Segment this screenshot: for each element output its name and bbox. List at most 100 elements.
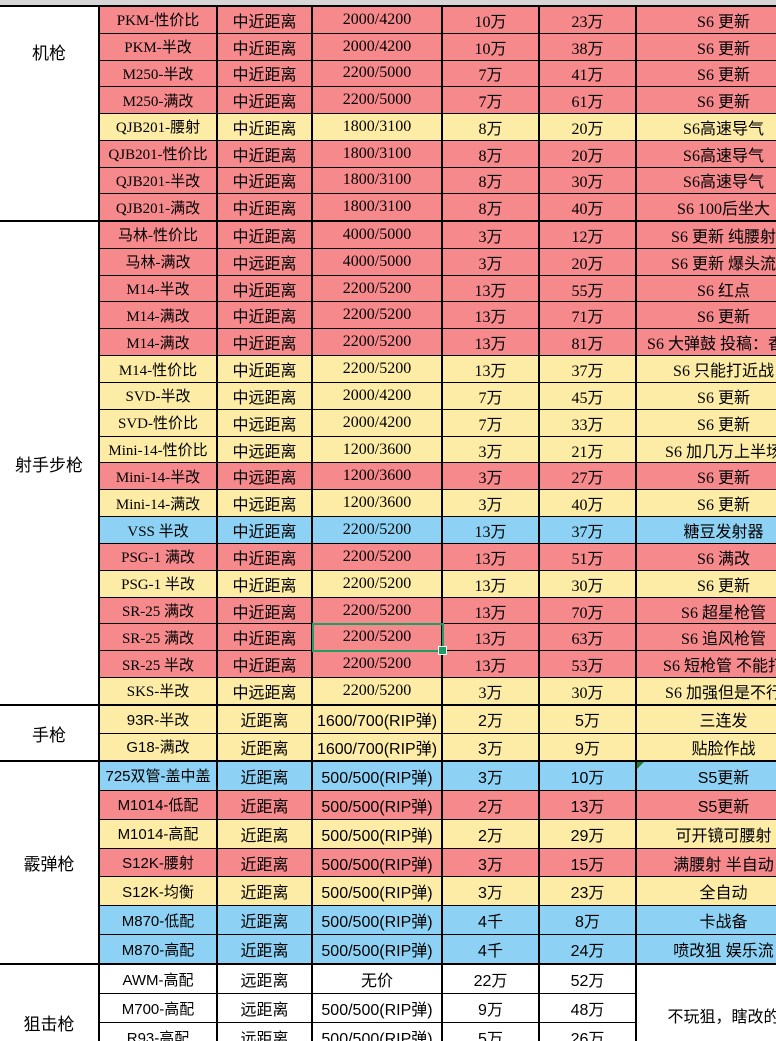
cell-weapon-name[interactable]: M14-满改 xyxy=(100,302,218,329)
cell-weapon-name[interactable]: SR-25 满改 xyxy=(100,597,218,624)
cell-note[interactable]: S6 更新 xyxy=(637,382,776,409)
cell-magazine-capacity[interactable]: 2000/4200 xyxy=(313,33,443,60)
cell-note[interactable]: S6 更新 xyxy=(637,302,776,329)
cell-buy-price[interactable]: 10万 xyxy=(443,7,540,33)
cell-total-price[interactable]: 23万 xyxy=(540,7,637,33)
cell-buy-price[interactable]: 13万 xyxy=(443,570,540,597)
cell-buy-price[interactable]: 9万 xyxy=(443,994,540,1022)
cell-buy-price[interactable]: 13万 xyxy=(443,651,540,678)
cell-buy-price[interactable]: 2万 xyxy=(443,819,540,848)
cell-range[interactable]: 中近距离 xyxy=(218,140,313,167)
cell-buy-price[interactable]: 13万 xyxy=(443,517,540,543)
cell-buy-price[interactable]: 3万 xyxy=(443,463,540,490)
cell-buy-price[interactable]: 3万 xyxy=(443,762,540,790)
category-cell[interactable]: 霰弹枪 xyxy=(0,762,100,963)
cell-total-price[interactable]: 37万 xyxy=(540,356,637,382)
cell-weapon-name[interactable]: QJB201-腰射 xyxy=(100,114,218,140)
cell-weapon-name[interactable]: M14-半改 xyxy=(100,275,218,302)
cell-magazine-capacity[interactable]: 2200/5200 xyxy=(313,302,443,329)
cell-note[interactable]: S6高速导气 xyxy=(637,140,776,167)
cell-buy-price[interactable]: 3万 xyxy=(443,222,540,248)
cell-range[interactable]: 中近距离 xyxy=(218,517,313,543)
cell-note[interactable]: S6 更新 xyxy=(637,33,776,60)
cell-weapon-name[interactable]: VSS 半改 xyxy=(100,517,218,543)
cell-range[interactable]: 中远距离 xyxy=(218,248,313,275)
cell-range[interactable]: 中近距离 xyxy=(218,194,313,220)
cell-range[interactable]: 中近距离 xyxy=(218,624,313,651)
cell-note[interactable]: S6 短枪管 不能打 xyxy=(637,651,776,678)
cell-total-price[interactable]: 55万 xyxy=(540,275,637,302)
cell-note[interactable]: 三连发 xyxy=(637,706,776,733)
cell-magazine-capacity[interactable]: 2200/5000 xyxy=(313,60,443,87)
cell-weapon-name[interactable]: PKM-性价比 xyxy=(100,7,218,33)
cell-magazine-capacity[interactable]: 500/500(RIP弹) xyxy=(313,762,443,790)
cell-note[interactable]: S6 追风枪管 xyxy=(637,624,776,651)
cell-magazine-capacity[interactable]: 500/500(RIP弹) xyxy=(313,994,443,1022)
cell-weapon-name[interactable]: PSG-1 满改 xyxy=(100,543,218,570)
cell-magazine-capacity[interactable]: 500/500(RIP弹) xyxy=(313,848,443,877)
cell-total-price[interactable]: 13万 xyxy=(540,790,637,819)
cell-note[interactable]: S6 加强但是不行 xyxy=(637,678,776,704)
cell-note[interactable]: S6 加几万上半场 xyxy=(637,436,776,463)
cell-total-price[interactable]: 40万 xyxy=(540,194,637,220)
cell-weapon-name[interactable]: M250-半改 xyxy=(100,60,218,87)
cell-buy-price[interactable]: 7万 xyxy=(443,87,540,113)
cell-weapon-name[interactable]: SVD-性价比 xyxy=(100,409,218,436)
cell-range[interactable]: 中远距离 xyxy=(218,409,313,436)
cell-total-price[interactable]: 81万 xyxy=(540,329,637,356)
cell-weapon-name[interactable]: QJB201-满改 xyxy=(100,194,218,220)
cell-total-price[interactable]: 41万 xyxy=(540,60,637,87)
cell-buy-price[interactable]: 8万 xyxy=(443,114,540,140)
cell-buy-price[interactable]: 2万 xyxy=(443,706,540,733)
cell-weapon-name[interactable]: QJB201-半改 xyxy=(100,167,218,194)
cell-weapon-name[interactable]: SKS-半改 xyxy=(100,678,218,704)
cell-note[interactable]: S5更新 xyxy=(637,762,776,790)
cell-weapon-name[interactable]: R93-高配 xyxy=(100,1023,218,1041)
cell-total-price[interactable]: 53万 xyxy=(540,651,637,678)
cell-total-price[interactable]: 20万 xyxy=(540,114,637,140)
cell-buy-price[interactable]: 13万 xyxy=(443,329,540,356)
cell-note[interactable]: S6 更新 xyxy=(637,463,776,490)
cell-weapon-name[interactable]: 93R-半改 xyxy=(100,706,218,733)
cell-note[interactable]: S6 大弹鼓 投稿：香蕉 xyxy=(637,329,776,356)
cell-buy-price[interactable]: 13万 xyxy=(443,275,540,302)
cell-weapon-name[interactable]: M1014-低配 xyxy=(100,790,218,819)
cell-weapon-name[interactable]: M14-满改 xyxy=(100,329,218,356)
cell-buy-price[interactable]: 3万 xyxy=(443,490,540,517)
cell-buy-price[interactable]: 13万 xyxy=(443,543,540,570)
cell-weapon-name[interactable]: 马林-满改 xyxy=(100,248,218,275)
cell-note[interactable]: S6 更新 xyxy=(637,7,776,33)
cell-weapon-name[interactable]: M870-高配 xyxy=(100,935,218,964)
cell-magazine-capacity[interactable]: 1600/700(RIP弹) xyxy=(313,706,443,733)
cell-magazine-capacity[interactable]: 4000/5000 xyxy=(313,222,443,248)
cell-total-price[interactable]: 61万 xyxy=(540,87,637,113)
cell-magazine-capacity[interactable]: 4000/5000 xyxy=(313,248,443,275)
cell-buy-price[interactable]: 10万 xyxy=(443,33,540,60)
cell-total-price[interactable]: 48万 xyxy=(540,994,637,1022)
cell-range[interactable]: 中近距离 xyxy=(218,651,313,678)
cell-magazine-capacity[interactable]: 1600/700(RIP弹) xyxy=(313,733,443,760)
cell-weapon-name[interactable]: S12K-均衡 xyxy=(100,877,218,906)
cell-note[interactable]: S6 更新 xyxy=(637,409,776,436)
cell-range[interactable]: 中近距离 xyxy=(218,597,313,624)
cell-total-price[interactable]: 24万 xyxy=(540,935,637,964)
cell-magazine-capacity[interactable]: 2200/5200 xyxy=(313,543,443,570)
cell-magazine-capacity[interactable]: 无价 xyxy=(313,965,443,993)
cell-note[interactable]: S6 更新 xyxy=(637,87,776,113)
cell-total-price[interactable]: 51万 xyxy=(540,543,637,570)
cell-magazine-capacity[interactable]: 500/500(RIP弹) xyxy=(313,790,443,819)
cell-range[interactable]: 近距离 xyxy=(218,733,313,760)
cell-magazine-capacity[interactable]: 500/500(RIP弹) xyxy=(313,819,443,848)
cell-buy-price[interactable]: 3万 xyxy=(443,248,540,275)
cell-range[interactable]: 中近距离 xyxy=(218,329,313,356)
cell-total-price[interactable]: 20万 xyxy=(540,248,637,275)
cell-buy-price[interactable]: 8万 xyxy=(443,140,540,167)
cell-weapon-name[interactable]: AWM-高配 xyxy=(100,965,218,993)
cell-total-price[interactable]: 40万 xyxy=(540,490,637,517)
cell-magazine-capacity[interactable]: 2000/4200 xyxy=(313,7,443,33)
cell-total-price[interactable]: 30万 xyxy=(540,167,637,194)
cell-weapon-name[interactable]: M14-性价比 xyxy=(100,356,218,382)
cell-magazine-capacity[interactable]: 2200/5200 xyxy=(313,651,443,678)
cell-note[interactable]: S6 超星枪管 xyxy=(637,597,776,624)
cell-magazine-capacity[interactable]: 1800/3100 xyxy=(313,140,443,167)
